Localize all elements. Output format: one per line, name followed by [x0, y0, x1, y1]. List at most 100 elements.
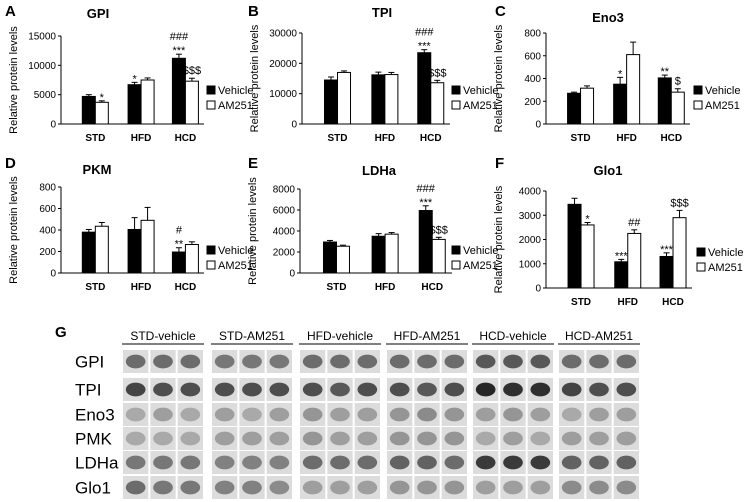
- legend-label: AM251: [705, 100, 740, 112]
- blot-lane: [354, 476, 380, 499]
- y-tick-label: 1000: [519, 259, 542, 270]
- bar-am251: [140, 219, 155, 274]
- blot-band: [269, 455, 290, 470]
- y-tick-label: 200: [39, 247, 56, 258]
- blot-band: [242, 354, 262, 369]
- blot-band: [589, 407, 609, 422]
- chart-title: PKM: [83, 162, 112, 177]
- category-label: HCD: [420, 133, 442, 144]
- blot-lane: [266, 427, 292, 450]
- blot-panel: G STD-vehicle STD-AM251 HFD-vehicle HFD-AM25…: [55, 324, 640, 499]
- blot-lane: [239, 451, 265, 474]
- bar-am251: [184, 244, 199, 274]
- y-axis-label: Relative protein levels: [493, 24, 505, 132]
- significance-mark: ###: [415, 27, 434, 39]
- blot-lane: [327, 403, 353, 426]
- blot-lane: [123, 427, 149, 450]
- y-axis-label: Relative protein levels: [249, 24, 261, 132]
- blot-lane: [387, 476, 413, 499]
- y-tick-label: 30000: [269, 29, 297, 40]
- bar-am251: [627, 232, 642, 289]
- blot-band: [125, 431, 146, 446]
- blot-band: [444, 407, 465, 422]
- bar-vehicle: [657, 77, 672, 125]
- blot-band: [302, 382, 323, 397]
- blot-band: [153, 455, 173, 470]
- blot-lane: [212, 427, 238, 450]
- blot-band: [503, 407, 523, 422]
- blot-band: [417, 407, 437, 422]
- blot-band: [357, 354, 378, 369]
- blot-band: [153, 431, 173, 446]
- blot-band: [530, 354, 551, 369]
- blot-lane: [613, 476, 639, 499]
- blot-band: [444, 431, 465, 446]
- bar-am251: [94, 101, 109, 125]
- bar-am251: [184, 80, 199, 125]
- y-tick-label: 4000: [273, 227, 296, 238]
- blot-band: [302, 480, 323, 495]
- legend-label: Vehicle: [218, 245, 253, 257]
- blot-lane: [150, 427, 176, 450]
- category-label: HCD: [421, 282, 443, 293]
- blot-band: [125, 480, 146, 495]
- legend-swatch: [206, 245, 216, 255]
- y-tick-label: 15000: [28, 32, 56, 43]
- row-label: PMK: [75, 430, 113, 449]
- blot-band: [444, 354, 465, 369]
- legend-label: AM251: [218, 100, 253, 112]
- category-label: HFD: [375, 282, 396, 293]
- category-label: STD: [326, 282, 346, 293]
- category-label: HFD: [616, 133, 637, 144]
- blot-lane: [500, 476, 526, 499]
- significance-mark: ***: [418, 41, 432, 53]
- bar-am251: [384, 233, 399, 274]
- chart-panel-F: F Glo1 Relative protein levels 0 1000 2000 300…: [493, 155, 743, 308]
- bar-am251: [580, 224, 595, 289]
- y-tick-label: 0: [50, 269, 56, 280]
- bar-vehicle: [613, 83, 628, 125]
- blot-lane: [559, 427, 585, 450]
- blot-band: [214, 354, 235, 369]
- blot-lane: [441, 476, 467, 499]
- blot-band: [242, 480, 262, 495]
- significance-mark: $: [675, 76, 681, 88]
- blot-band: [417, 382, 437, 397]
- y-tick-label: 5000: [34, 90, 57, 101]
- blot-lane: [559, 476, 585, 499]
- blot-band: [389, 480, 410, 495]
- blot-lane: [559, 403, 585, 426]
- y-tick-label: 0: [535, 284, 541, 295]
- blot-lane: [239, 476, 265, 499]
- blot-band: [214, 431, 235, 446]
- chart-title: GPI: [87, 6, 109, 21]
- row-label: GPI: [75, 353, 104, 372]
- blot-lane: [500, 403, 526, 426]
- bar-vehicle: [81, 231, 96, 274]
- blot-band: [302, 455, 323, 470]
- group-label: HCD-vehicle: [479, 329, 547, 343]
- category-label: HCD: [662, 297, 684, 308]
- significance-mark: $$$: [430, 224, 448, 236]
- legend-swatch: [696, 262, 706, 272]
- blot-lane: [327, 427, 353, 450]
- legend-label: Vehicle: [218, 85, 253, 97]
- category-label: HFD: [131, 133, 152, 144]
- legend-swatch: [206, 85, 216, 95]
- blot-lane: [239, 403, 265, 426]
- significance-mark: ***: [172, 45, 186, 57]
- blot-lane: [123, 403, 149, 426]
- blot-band: [616, 480, 637, 495]
- blot-lane: [239, 427, 265, 450]
- blot-band: [530, 455, 551, 470]
- blot-lane: [177, 403, 203, 426]
- blot-band: [389, 382, 410, 397]
- y-tick-label: 6000: [273, 206, 296, 217]
- blot-band: [417, 431, 437, 446]
- blot-band: [269, 431, 290, 446]
- bar-vehicle: [371, 74, 386, 125]
- blot-band: [444, 382, 465, 397]
- blot-band: [616, 407, 637, 422]
- blot-lane: [150, 403, 176, 426]
- blot-band: [269, 382, 290, 397]
